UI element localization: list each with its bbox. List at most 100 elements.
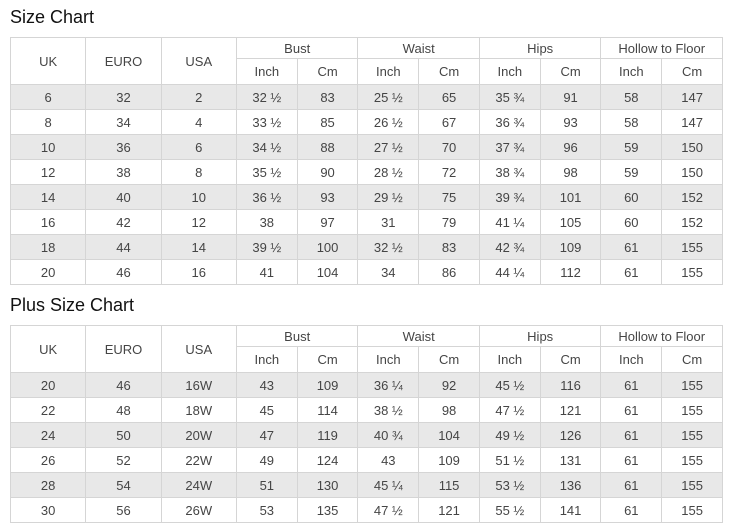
table-cell: 72 xyxy=(418,159,480,185)
table-row: 12 38 8 35 ½ 90 28 ½ 72 38 ¾ 98 59 150 xyxy=(9,159,723,185)
table-cell: 45 ½ xyxy=(478,372,541,398)
table-cell: 150 xyxy=(661,159,723,185)
table-row: 30 56 26W 53 135 47 ½ 121 55 ½ 141 61 155 xyxy=(9,497,723,523)
table-cell: 155 xyxy=(661,397,723,423)
table-cell: 93 xyxy=(539,109,602,135)
table-cell: 85 xyxy=(296,109,359,135)
table-cell: 22 xyxy=(9,397,87,423)
table-cell: 45 ¼ xyxy=(357,472,420,498)
table-cell: 44 ¼ xyxy=(478,259,541,285)
table-cell: 38 xyxy=(235,209,298,235)
table-cell: 39 ¾ xyxy=(478,184,541,210)
col-group-header-hips: Hips xyxy=(478,37,602,59)
table-cell: 50 xyxy=(85,422,162,448)
table-row: 20 46 16 41 104 34 86 44 ¼ 112 61 155 xyxy=(9,259,723,285)
table-cell: 12 xyxy=(9,159,87,185)
table-cell: 38 ½ xyxy=(357,397,420,423)
table-cell: 135 xyxy=(296,497,359,523)
table-cell: 37 ¾ xyxy=(478,134,541,160)
table-cell: 114 xyxy=(296,397,359,423)
table-cell: 20 xyxy=(9,259,87,285)
table-cell: 98 xyxy=(418,397,480,423)
table-cell: 31 xyxy=(357,209,420,235)
table-cell: 147 xyxy=(661,109,723,135)
plus-size-chart-title: Plus Size Chart xyxy=(10,295,135,315)
table-cell: 58 xyxy=(600,84,663,110)
table-cell: 51 ½ xyxy=(478,447,541,473)
table-cell: 43 xyxy=(235,372,298,398)
col-group-header-hollow-to-floor: Hollow to Floor xyxy=(600,325,723,347)
col-subheader-bust-inch: Inch xyxy=(235,58,298,85)
table-cell: 86 xyxy=(418,259,480,285)
table-cell: 53 xyxy=(235,497,298,523)
table-cell: 155 xyxy=(661,259,723,285)
table-cell: 59 xyxy=(600,134,663,160)
table-cell: 54 xyxy=(85,472,162,498)
table-cell: 147 xyxy=(661,84,723,110)
table-cell: 36 ¾ xyxy=(478,109,541,135)
table-cell: 155 xyxy=(661,234,723,260)
table-cell: 155 xyxy=(661,447,723,473)
table-cell: 67 xyxy=(418,109,480,135)
table-cell: 98 xyxy=(539,159,602,185)
col-header-usa: USA xyxy=(160,37,237,85)
table-cell: 109 xyxy=(296,372,359,398)
table-cell: 36 ½ xyxy=(235,184,298,210)
table-cell: 126 xyxy=(539,422,602,448)
table-cell: 20 xyxy=(9,372,87,398)
table-cell: 60 xyxy=(600,209,663,235)
table-cell: 115 xyxy=(418,472,480,498)
table-row: 18 44 14 39 ½ 100 32 ½ 83 42 ¾ 109 61 155 xyxy=(9,234,723,260)
table-cell: 26 ½ xyxy=(357,109,420,135)
table-cell: 141 xyxy=(539,497,602,523)
table-row: 20 46 16W 43 109 36 ¼ 92 45 ½ 116 61 155 xyxy=(9,372,723,398)
table-cell: 38 xyxy=(85,159,162,185)
size-chart-section: Size Chart UK EURO USA Bust Waist Hips Hollow … xyxy=(9,7,723,285)
table-cell: 88 xyxy=(296,134,359,160)
table-cell: 45 xyxy=(235,397,298,423)
table-cell: 14 xyxy=(9,184,87,210)
table-cell: 4 xyxy=(160,109,237,135)
col-subheader-hips-inch: Inch xyxy=(478,58,541,85)
table-cell: 40 ¾ xyxy=(357,422,420,448)
table-cell: 2 xyxy=(160,84,237,110)
table-cell: 131 xyxy=(539,447,602,473)
table-cell: 116 xyxy=(539,372,602,398)
col-group-header-hips: Hips xyxy=(478,325,602,347)
col-subheader-hollow-to-floor-inch: Inch xyxy=(600,58,663,85)
table-cell: 41 xyxy=(235,259,298,285)
table-row: 22 48 18W 45 114 38 ½ 98 47 ½ 121 61 155 xyxy=(9,397,723,423)
table-cell: 25 ½ xyxy=(357,84,420,110)
table-cell: 119 xyxy=(296,422,359,448)
table-cell: 92 xyxy=(418,372,480,398)
table-cell: 53 ½ xyxy=(478,472,541,498)
table-cell: 46 xyxy=(85,259,162,285)
col-header-uk: UK xyxy=(9,325,87,373)
table-cell: 100 xyxy=(296,234,359,260)
table-cell: 28 ½ xyxy=(357,159,420,185)
table-cell: 29 ½ xyxy=(357,184,420,210)
col-header-euro: EURO xyxy=(85,37,162,85)
table-cell: 34 ½ xyxy=(235,134,298,160)
table-cell: 155 xyxy=(661,372,723,398)
col-subheader-waist-cm: Cm xyxy=(418,58,480,85)
table-cell: 6 xyxy=(9,84,87,110)
table-cell: 150 xyxy=(661,134,723,160)
table-cell: 61 xyxy=(600,447,663,473)
table-cell: 14 xyxy=(160,234,237,260)
table-cell: 47 ½ xyxy=(357,497,420,523)
table-cell: 47 xyxy=(235,422,298,448)
col-subheader-hips-cm: Cm xyxy=(539,346,602,373)
table-cell: 121 xyxy=(418,497,480,523)
table-cell: 124 xyxy=(296,447,359,473)
table-cell: 10 xyxy=(9,134,87,160)
table-row: 24 50 20W 47 119 40 ¾ 104 49 ½ 126 61 155 xyxy=(9,422,723,448)
table-cell: 36 ¼ xyxy=(357,372,420,398)
table-cell: 130 xyxy=(296,472,359,498)
table-cell: 61 xyxy=(600,234,663,260)
table-cell: 112 xyxy=(539,259,602,285)
table-cell: 32 ½ xyxy=(235,84,298,110)
table-cell: 97 xyxy=(296,209,359,235)
table-cell: 104 xyxy=(296,259,359,285)
table-cell: 38 ¾ xyxy=(478,159,541,185)
